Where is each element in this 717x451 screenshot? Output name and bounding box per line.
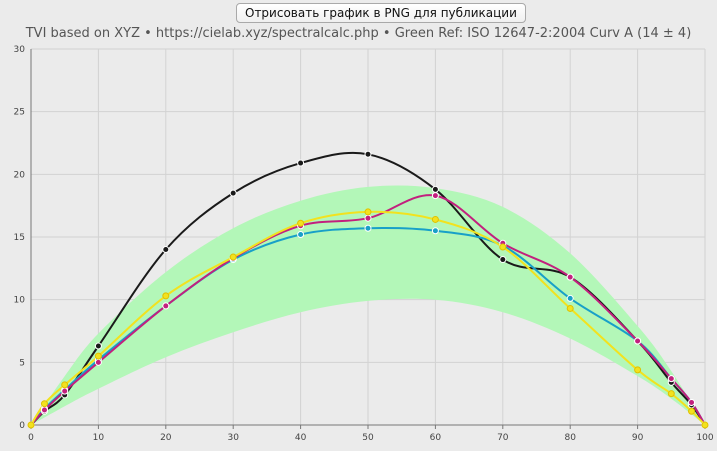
series-4-point bbox=[667, 390, 675, 398]
series-3-point bbox=[667, 375, 675, 383]
series-4-point bbox=[701, 421, 709, 429]
tick-labels: 0 10 20 30 40 50 60 70 80 90 100 0 5 10 15 20 25 30 bbox=[14, 45, 714, 443]
series-4-point bbox=[94, 352, 102, 360]
x-tick-label: 10 bbox=[93, 433, 105, 443]
series-1-point bbox=[229, 189, 237, 197]
series-4-point bbox=[61, 381, 69, 389]
y-tick-label: 0 bbox=[19, 421, 25, 431]
series-2-point bbox=[431, 227, 439, 235]
series-2-point bbox=[297, 230, 305, 238]
series-3-point bbox=[688, 398, 696, 406]
x-tick-label: 20 bbox=[160, 433, 172, 443]
x-tick-label: 100 bbox=[696, 433, 713, 443]
axes bbox=[30, 49, 706, 429]
x-tick-label: 70 bbox=[497, 433, 509, 443]
series-3-point bbox=[566, 273, 574, 281]
series-1-point bbox=[94, 342, 102, 350]
series-4-point bbox=[499, 243, 507, 251]
series-4-point bbox=[40, 400, 48, 408]
x-tick-label: 90 bbox=[632, 433, 644, 443]
series-3-point bbox=[61, 387, 69, 395]
series-3-point bbox=[94, 358, 102, 366]
x-tick-label: 60 bbox=[430, 433, 442, 443]
y-tick-label: 25 bbox=[14, 108, 25, 118]
series-1-point bbox=[162, 246, 170, 254]
y-tick-label: 30 bbox=[14, 45, 26, 55]
series-1-point bbox=[499, 256, 507, 264]
series-1-point bbox=[364, 150, 372, 158]
series-3-point bbox=[431, 192, 439, 200]
x-tick-label: 40 bbox=[295, 433, 307, 443]
y-tick-label: 20 bbox=[14, 170, 26, 180]
series-4-point bbox=[162, 292, 170, 300]
series-4-point bbox=[566, 304, 574, 312]
series-3-point bbox=[364, 214, 372, 222]
series-2-point bbox=[364, 224, 372, 232]
series-1-point bbox=[297, 159, 305, 167]
series-3-point bbox=[634, 337, 642, 345]
series-4-point bbox=[688, 407, 696, 415]
series-4-point bbox=[431, 215, 439, 223]
x-tick-label: 30 bbox=[227, 433, 239, 443]
series-1-point bbox=[431, 185, 439, 193]
series-4-point bbox=[229, 253, 237, 261]
series-4-point bbox=[297, 219, 305, 227]
reference-band bbox=[31, 185, 705, 425]
series-4-point bbox=[364, 208, 372, 216]
x-tick-label: 80 bbox=[564, 433, 576, 443]
series-3-point bbox=[162, 302, 170, 310]
y-tick-label: 15 bbox=[14, 233, 25, 243]
chart-title: TVI based on XYZ • https://cielab.xyz/sp… bbox=[25, 26, 692, 41]
export-png-button[interactable]: Отрисовать график в PNG для публикации bbox=[236, 3, 526, 23]
x-tick-label: 0 bbox=[28, 433, 34, 443]
series-3-point bbox=[40, 406, 48, 414]
y-tick-label: 10 bbox=[14, 296, 26, 306]
series-4-point bbox=[27, 421, 35, 429]
y-tick-label: 5 bbox=[19, 358, 25, 368]
x-tick-label: 50 bbox=[362, 433, 374, 443]
series-4-point bbox=[634, 366, 642, 374]
series-2-point bbox=[566, 294, 574, 302]
reference-band-area bbox=[31, 185, 705, 425]
series-group bbox=[27, 150, 709, 429]
